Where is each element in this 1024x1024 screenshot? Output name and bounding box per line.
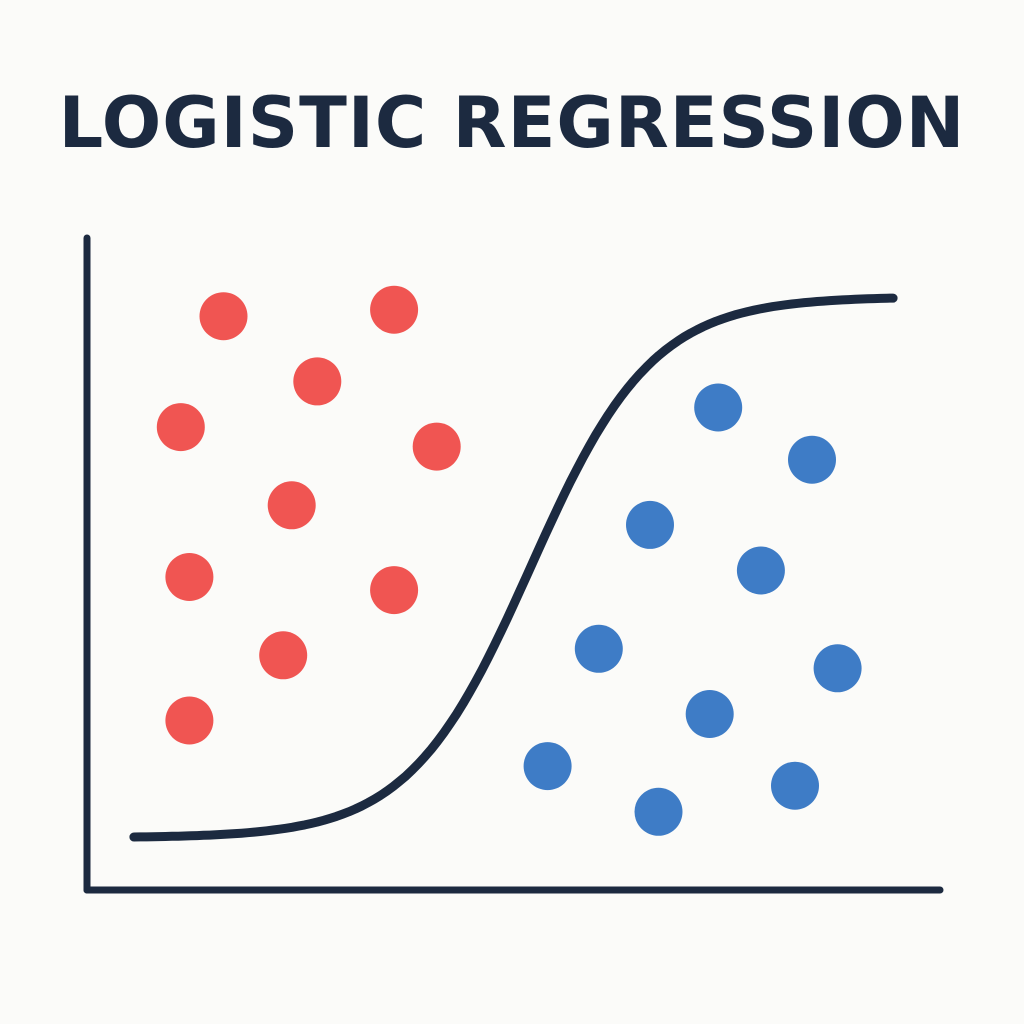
data-points: [156, 285, 862, 836]
blue-data-point: [634, 787, 683, 836]
blue-data-point: [788, 435, 836, 484]
blue-data-point: [771, 761, 819, 810]
page-title: LOGISTIC REGRESSION: [58, 82, 966, 164]
red-data-point: [165, 553, 214, 601]
red-data-point: [370, 285, 419, 334]
red-data-point: [293, 357, 342, 406]
red-data-point: [199, 292, 248, 341]
blue-data-point: [694, 383, 743, 432]
blue-data-point: [813, 644, 862, 693]
blue-data-point: [626, 500, 674, 549]
red-data-point: [259, 631, 308, 680]
blue-data-point: [574, 624, 623, 673]
sigmoid-curve: [129, 293, 898, 842]
red-data-point: [156, 403, 205, 452]
red-data-point: [165, 696, 214, 745]
red-data-point: [267, 481, 316, 530]
blue-data-point: [736, 546, 785, 595]
blue-data-point: [685, 690, 734, 738]
blue-data-point: [523, 742, 572, 791]
red-data-point: [370, 566, 419, 615]
red-data-point: [412, 422, 461, 471]
